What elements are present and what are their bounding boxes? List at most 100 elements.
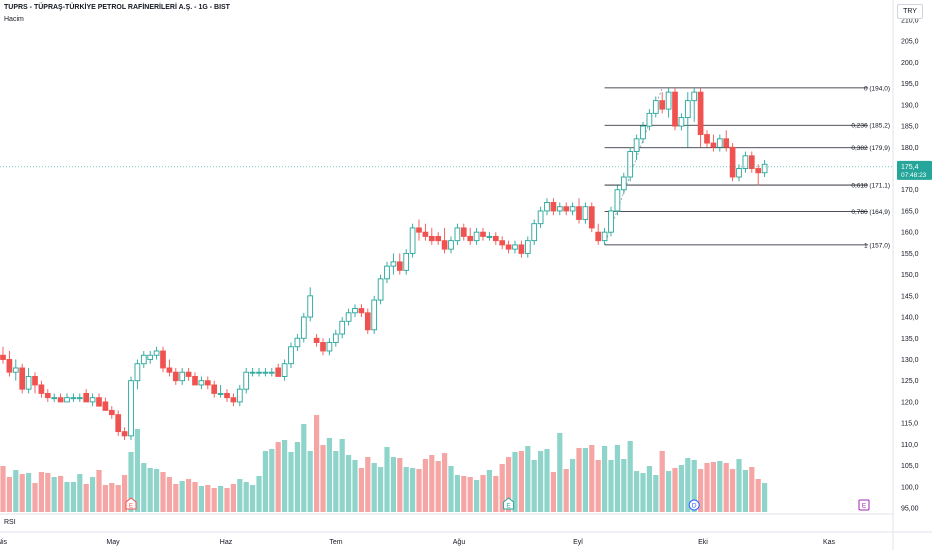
volume-bar [275,442,281,512]
candle-body-down [672,91,678,127]
volume-bar [582,448,588,512]
volume-bar [717,461,723,512]
candle-body-up [281,363,288,377]
volume-bar [538,451,544,512]
volume-bar [442,453,448,512]
candle-body-up [742,155,749,169]
future-earnings-label: E [862,503,867,510]
candle-body-up [89,397,96,403]
candle-body-up [569,206,576,212]
volume-bar [122,475,128,512]
currency-badge[interactable]: TRY [897,4,923,19]
fibonacci-retracement[interactable]: 0 (194,0) 0,236 (185,2) 0,382 (179,9) 0,618… [604,85,890,249]
candle-body-down [563,206,570,212]
candle-body-down [0,354,6,360]
volume-bar [403,467,409,512]
volume-bar [646,466,652,512]
candle-body-up [51,397,58,400]
volume-bar [288,452,294,512]
candle-body-down [710,142,717,148]
volume-bar [19,474,25,512]
volume-bar [749,467,755,512]
candle-body-up [25,376,32,390]
candle-layer [0,87,768,441]
dividend-marker-icon [688,499,700,511]
candle-body-down [275,367,282,377]
candle-body-down [416,227,422,233]
candle-body-down [364,312,371,331]
candle-body-up [179,371,186,382]
volume-bar [96,470,102,512]
candle-body-down [121,431,128,437]
time-axis-label: Eyl [573,539,583,546]
volume-bar [454,475,460,512]
candle-body-down [19,367,26,390]
candle-body-up [134,363,141,382]
volume-bar [493,476,499,512]
candle-body-down [230,397,237,403]
volume-bar [205,485,211,512]
price-tick-label: 165,0 [901,208,919,215]
volume-bar [390,457,396,512]
price-tick-label: 115,0 [901,421,918,428]
fib-level-label: 0,786 (164,9) [851,209,890,216]
candle-body-down [44,392,51,399]
candle-body-down [6,359,13,373]
candle-body-up [268,371,275,374]
volume-bar [307,451,313,512]
volume-bar [723,463,729,512]
volume-bar [518,451,524,512]
volume-bar [755,479,761,512]
volume-bar [147,468,153,512]
price-tick-label: 125,0 [901,378,919,385]
candle-body-up [12,367,19,373]
candle-body-up [633,138,640,152]
candle-body-up [512,244,518,250]
candle-body-down [723,138,730,148]
price-tick-label: 105,0 [901,463,919,470]
volume-bar [243,482,249,512]
volume-bar [102,485,108,512]
candle-body-up [761,163,768,174]
volume-bar [576,448,582,512]
rsi-pane-label: RSI [4,519,16,526]
volume-bar [230,484,236,512]
volume-bar [736,459,742,512]
volume-bar [544,449,550,512]
volume-bar [557,433,563,512]
volume-bar [672,468,678,512]
price-tick-label: 160,0 [901,230,919,237]
time-axis-label: Ağu [453,539,466,546]
price-tick-label: 200,0 [901,60,919,67]
price-tick-label: 135,0 [901,336,919,343]
volume-bar [160,472,166,512]
candle-body-down [480,231,486,237]
volume-bar [326,438,332,512]
candle-body-down [460,227,467,237]
candle-body-down [422,231,429,237]
candle-body-up [64,397,70,403]
volume-bar [416,469,422,512]
candle-body-up [691,91,698,102]
candle-body-down [204,380,211,386]
volume-bar [435,461,441,512]
candle-body-down [224,392,230,399]
volume-bar [250,485,256,512]
volume-bar [653,475,659,512]
candle-body-down [396,261,403,271]
volume-bar [0,466,6,512]
volume-bar [282,440,288,512]
volume-bar [499,464,505,512]
price-tick-label: 185,0 [901,124,919,131]
volume-bar [486,470,492,512]
candle-body-up [448,240,454,250]
candle-body-up [556,206,563,212]
candle-body-down [748,155,755,169]
volume-bar [570,459,576,512]
candle-body-down [211,384,218,394]
candle-body-up [678,117,685,127]
